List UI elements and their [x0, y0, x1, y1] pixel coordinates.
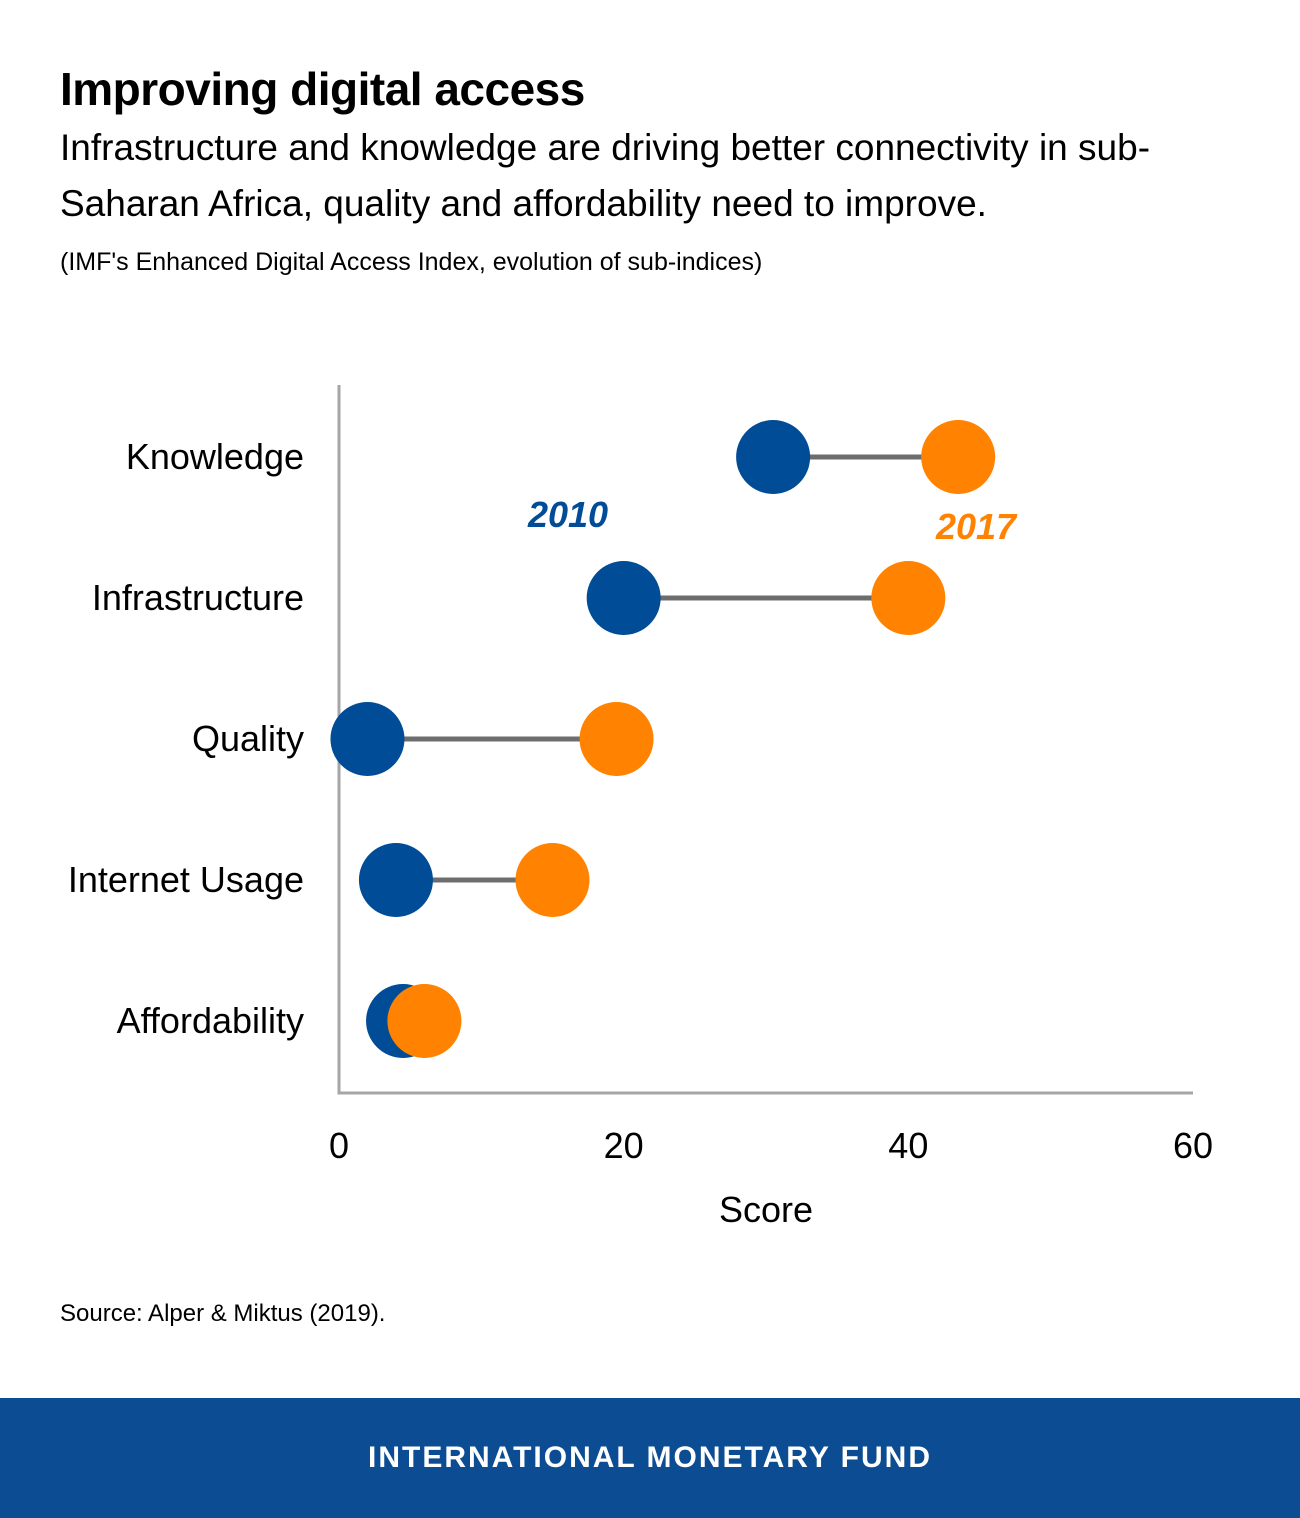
source-note: Source: Alper & Miktus (2019). — [60, 1300, 386, 1327]
y-category-label: Quality — [192, 718, 304, 759]
y-category-label: Affordability — [117, 1000, 304, 1041]
point-2010 — [736, 420, 811, 494]
footer-banner: INTERNATIONAL MONETARY FUND — [0, 1398, 1300, 1518]
point-2010 — [358, 843, 433, 917]
point-2017 — [871, 561, 946, 635]
point-2010 — [330, 702, 405, 776]
series-label-2017: 2017 — [935, 506, 1018, 547]
y-category-label: Knowledge — [126, 436, 304, 477]
chart-subtitle: Infrastructure and knowledge are driving… — [60, 127, 1151, 224]
y-category-label: Internet Usage — [68, 859, 304, 900]
x-axis-label: Score — [719, 1189, 813, 1230]
x-tick-label: 40 — [888, 1125, 928, 1166]
point-2017 — [387, 984, 462, 1058]
chart-title: Improving digital access — [60, 63, 585, 115]
point-2017 — [921, 420, 996, 494]
point-2010 — [586, 561, 661, 635]
x-tick-label: 60 — [1173, 1125, 1213, 1166]
dumbbell-chart: 0 20 40 60 Score Knowledge Infrastructure Quali… — [68, 385, 1213, 1230]
y-category-label: Infrastructure — [92, 577, 304, 618]
point-2017 — [515, 843, 590, 917]
x-tick-label: 20 — [604, 1125, 644, 1166]
x-tick-label: 0 — [329, 1125, 349, 1166]
point-2017 — [579, 702, 654, 776]
chart-note: (IMF's Enhanced Digital Access Index, ev… — [60, 248, 763, 276]
series-label-2010: 2010 — [527, 494, 608, 535]
footer-org-name: INTERNATIONAL MONETARY FUND — [368, 1441, 932, 1474]
